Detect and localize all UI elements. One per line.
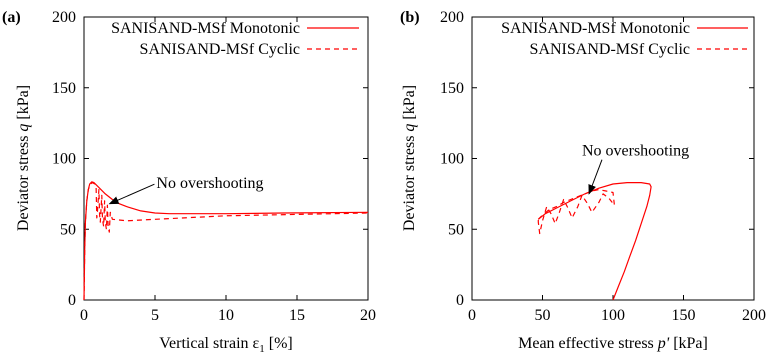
panel-b-x-tick-label-1: 50 xyxy=(535,307,551,324)
panel-a-x-axis-label: Vertical strain ε1 [%] xyxy=(159,335,293,355)
panel-a-tag: (a) xyxy=(2,9,21,26)
panel-a-x-tick-label-1: 5 xyxy=(151,307,159,324)
panel-a-y-tick-label-3: 150 xyxy=(52,80,76,97)
panel-b-tag: (b) xyxy=(400,9,420,26)
panel-b-y-tick-label-4: 200 xyxy=(440,9,464,26)
panel-a-legend-monotonic-label: SANISAND-MSf Monotonic xyxy=(111,20,300,37)
panel-b-ticks: 0 50 100 150 200 0 50 100 150 200 xyxy=(440,9,766,324)
panel-b-x-tick-label-4: 200 xyxy=(742,307,766,324)
panel-b: (b) 0 50 100 150 200 0 50 100 150 200 SANISAND-MS… xyxy=(400,9,766,352)
panel-b-annotation-text: No overshooting xyxy=(582,143,689,160)
panel-b-x-tick-label-3: 150 xyxy=(672,307,696,324)
panel-a-x-tick-label-4: 20 xyxy=(360,307,376,324)
panel-b-y-axis-label: Deviator stress q [kPa] xyxy=(401,85,418,231)
panel-a-annotation: No overshooting xyxy=(108,175,264,205)
panel-b-legend-monotonic-label: SANISAND-MSf Monotonic xyxy=(501,20,690,37)
panel-a-annotation-text: No overshooting xyxy=(156,175,263,192)
panel-b-legend-cyclic-label: SANISAND-MSf Cyclic xyxy=(530,41,690,58)
panel-b-y-tick-label-2: 100 xyxy=(440,151,464,168)
panel-b-x-axis-label: Mean effective stress p' [kPa] xyxy=(518,335,708,352)
panel-b-legend: SANISAND-MSf Monotonic SANISAND-MSf Cycl… xyxy=(501,20,748,58)
panel-a-legend-cyclic-label: SANISAND-MSf Cyclic xyxy=(140,41,300,58)
panel-a-series-monotonic-line xyxy=(83,181,369,301)
panel-a-legend: SANISAND-MSf Monotonic SANISAND-MSf Cycl… xyxy=(111,20,359,58)
panel-b-y-tick-label-3: 150 xyxy=(440,80,464,97)
panel-a-x-tick-label-0: 0 xyxy=(80,307,88,324)
panel-b-series-group xyxy=(537,182,652,301)
panel-a-series-group xyxy=(83,181,369,301)
panel-b-x-tick-label-0: 0 xyxy=(468,307,476,324)
panel-b-annotation-arrow xyxy=(588,159,603,195)
panel-b-series-cyclic-line xyxy=(537,189,616,235)
panel-a-y-tick-label-4: 200 xyxy=(52,9,76,26)
panel-b-annotation: No overshooting xyxy=(582,143,689,195)
panel-a-series-cyclic-line xyxy=(83,182,369,301)
panel-b-y-tick-label-1: 50 xyxy=(448,221,464,238)
panel-a-y-axis-label: Deviator stress q [kPa] xyxy=(15,85,32,231)
panel-a-plot-frame xyxy=(83,16,369,301)
panel-a-annotation-arrow xyxy=(108,183,155,205)
panel-b-series-monotonic-line xyxy=(537,182,652,301)
panel-a-x-tick-label-2: 10 xyxy=(218,307,234,324)
panel-a-y-tick-label-0: 0 xyxy=(68,292,76,309)
panel-a-y-tick-label-1: 50 xyxy=(60,221,76,238)
panel-b-y-tick-label-0: 0 xyxy=(456,292,464,309)
panel-b-x-tick-label-2: 100 xyxy=(601,307,625,324)
panel-a-x-tick-label-3: 15 xyxy=(289,307,305,324)
panel-a-y-tick-label-2: 100 xyxy=(52,151,76,168)
